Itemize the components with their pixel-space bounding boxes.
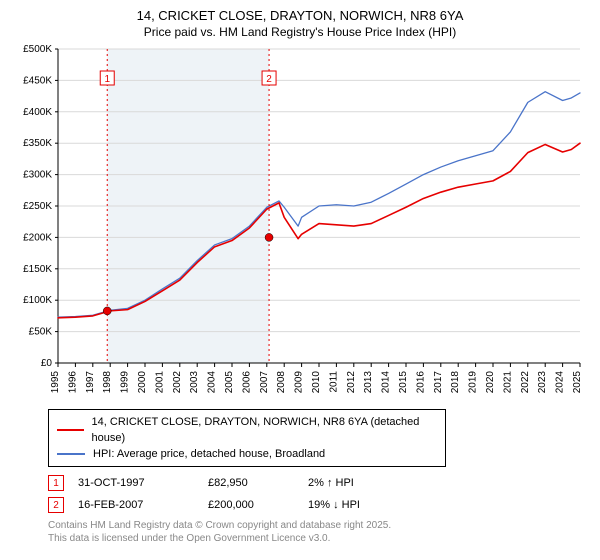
svg-text:2004: 2004 <box>207 371 218 394</box>
sale-row: 1 31-OCT-1997£82,9502% ↑ HPI <box>48 475 600 491</box>
legend-swatch <box>57 453 85 455</box>
chart-title-line2: Price paid vs. HM Land Registry's House … <box>0 23 600 43</box>
svg-text:2: 2 <box>266 74 272 85</box>
svg-text:1995: 1995 <box>50 371 61 394</box>
svg-text:2025: 2025 <box>572 371 583 394</box>
svg-text:1997: 1997 <box>85 371 96 394</box>
svg-text:2014: 2014 <box>381 371 392 394</box>
svg-text:2008: 2008 <box>276 371 287 394</box>
svg-text:2016: 2016 <box>415 371 426 394</box>
svg-text:1998: 1998 <box>102 371 113 394</box>
svg-text:2020: 2020 <box>485 371 496 394</box>
svg-text:1999: 1999 <box>120 371 131 394</box>
svg-text:1: 1 <box>104 74 110 85</box>
footer-line1: Contains HM Land Registry data © Crown c… <box>48 519 600 532</box>
svg-text:2006: 2006 <box>241 371 252 394</box>
svg-text:£250K: £250K <box>23 201 52 212</box>
sale-diff: 2% ↑ HPI <box>308 477 408 489</box>
svg-text:2007: 2007 <box>259 371 270 394</box>
svg-text:£450K: £450K <box>23 75 52 86</box>
chart-title-line1: 14, CRICKET CLOSE, DRAYTON, NORWICH, NR8… <box>0 0 600 23</box>
svg-text:£500K: £500K <box>23 44 52 55</box>
svg-text:2022: 2022 <box>520 371 531 394</box>
svg-text:£50K: £50K <box>29 327 53 338</box>
svg-text:£100K: £100K <box>23 295 52 306</box>
sale-marker: 1 <box>48 475 64 491</box>
sale-diff: 19% ↓ HPI <box>308 499 408 511</box>
footer: Contains HM Land Registry data © Crown c… <box>48 519 600 545</box>
chart-plot: £0 £50K £100K £150K £200K £250K £300K £350K £400… <box>10 43 590 403</box>
svg-text:£350K: £350K <box>23 138 52 149</box>
legend-row: 14, CRICKET CLOSE, DRAYTON, NORWICH, NR8… <box>57 414 437 446</box>
svg-text:2015: 2015 <box>398 371 409 394</box>
svg-text:£150K: £150K <box>23 264 52 275</box>
svg-text:2000: 2000 <box>137 371 148 394</box>
legend-label: HPI: Average price, detached house, Broa… <box>93 446 325 462</box>
svg-text:2001: 2001 <box>154 371 165 394</box>
svg-text:2012: 2012 <box>346 371 357 394</box>
svg-text:2013: 2013 <box>363 371 374 394</box>
svg-text:2009: 2009 <box>294 371 305 394</box>
svg-text:2018: 2018 <box>450 371 461 394</box>
sale-row: 2 16-FEB-2007£200,00019% ↓ HPI <box>48 497 600 513</box>
svg-text:2010: 2010 <box>311 371 322 394</box>
legend-swatch <box>57 429 84 431</box>
svg-text:£0: £0 <box>41 358 53 369</box>
footer-line2: This data is licensed under the Open Gov… <box>48 532 600 545</box>
svg-text:2003: 2003 <box>189 371 200 394</box>
legend: 14, CRICKET CLOSE, DRAYTON, NORWICH, NR8… <box>48 409 446 467</box>
chart-svg: £0 £50K £100K £150K £200K £250K £300K £350K £400… <box>10 43 590 403</box>
sale-date: 31-OCT-1997 <box>78 477 208 489</box>
legend-row: HPI: Average price, detached house, Broa… <box>57 446 437 462</box>
svg-text:2011: 2011 <box>328 371 339 393</box>
svg-text:£400K: £400K <box>23 107 52 118</box>
svg-text:2021: 2021 <box>502 371 513 394</box>
svg-text:2019: 2019 <box>468 371 479 394</box>
sales-table: 1 31-OCT-1997£82,9502% ↑ HPI 2 16-FEB-2007£… <box>48 475 600 513</box>
svg-text:£300K: £300K <box>23 170 52 181</box>
sale-price: £200,000 <box>208 499 308 511</box>
svg-text:2002: 2002 <box>172 371 183 394</box>
sale-marker: 2 <box>48 497 64 513</box>
svg-text:2023: 2023 <box>537 371 548 394</box>
svg-text:£200K: £200K <box>23 232 52 243</box>
svg-text:2024: 2024 <box>555 371 566 394</box>
sale-price: £82,950 <box>208 477 308 489</box>
legend-label: 14, CRICKET CLOSE, DRAYTON, NORWICH, NR8… <box>92 414 437 446</box>
svg-text:2017: 2017 <box>433 371 444 394</box>
sale-date: 16-FEB-2007 <box>78 499 208 511</box>
svg-text:2005: 2005 <box>224 371 235 394</box>
chart-container: 14, CRICKET CLOSE, DRAYTON, NORWICH, NR8… <box>0 0 600 560</box>
svg-text:1996: 1996 <box>67 371 78 394</box>
